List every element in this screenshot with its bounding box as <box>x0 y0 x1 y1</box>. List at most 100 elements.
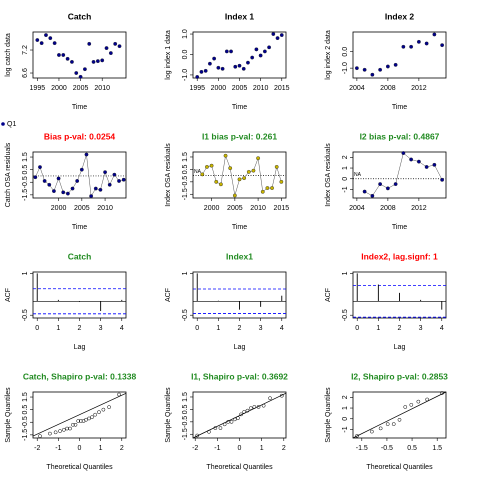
point <box>56 176 61 181</box>
plot-box <box>352 391 447 439</box>
chart-title: I2, Shapiro p-val: 0.2853 <box>351 371 448 381</box>
x-tick-label: 0.5 <box>407 445 417 452</box>
point <box>52 41 57 46</box>
point <box>75 179 80 183</box>
point <box>403 405 408 409</box>
point <box>397 417 402 422</box>
y-tick-label: 2 <box>342 395 349 399</box>
x-tick-label: -1 <box>214 445 220 452</box>
x-tick-label: 0 <box>355 325 359 332</box>
x-tick-label: 2 <box>398 325 402 332</box>
x-tick-label: 0 <box>78 445 82 452</box>
y-tick-label: -1.5 <box>182 188 189 200</box>
point <box>76 419 81 423</box>
annotation: NA <box>194 169 202 175</box>
x-tick-label: -1 <box>55 445 61 452</box>
point <box>268 396 272 401</box>
point <box>33 175 38 180</box>
point <box>401 44 406 49</box>
point <box>279 33 284 37</box>
point <box>262 49 267 54</box>
x-axis-label: Lag <box>74 344 86 351</box>
point <box>39 41 44 46</box>
point <box>267 45 271 50</box>
chart-title: Index 2 <box>385 11 415 21</box>
point <box>78 419 83 423</box>
point <box>370 193 375 198</box>
y-axis-label: Sample Quantiles <box>325 387 332 443</box>
point <box>78 74 83 79</box>
point <box>233 417 237 422</box>
point <box>401 151 406 155</box>
y-tick-label: -0.5 <box>22 176 29 188</box>
reference-line <box>192 392 287 439</box>
point <box>70 186 75 191</box>
point <box>391 422 396 426</box>
x-tick-label: 0 <box>238 445 242 452</box>
point <box>393 62 398 67</box>
point <box>107 182 112 187</box>
legend-label: Q1 <box>7 121 16 128</box>
x-tick-label: 3 <box>99 325 103 332</box>
x-tick-label: 2015 <box>274 205 290 212</box>
point <box>229 49 233 54</box>
y-tick-label: 0 <box>342 177 349 181</box>
point <box>95 59 100 64</box>
y-axis-label: Sample Quantiles <box>5 387 12 443</box>
chart-title: Index2, lag.signf: 1 <box>361 251 438 261</box>
y-tick-label: 1 <box>342 166 349 170</box>
point <box>354 66 359 71</box>
point <box>424 41 429 46</box>
x-tick-label: 4 <box>120 325 124 332</box>
point <box>432 32 437 37</box>
point <box>38 434 42 438</box>
x-tick-label: 2000 <box>51 85 67 92</box>
x-tick-label: 4 <box>440 325 444 332</box>
point <box>246 60 250 65</box>
point <box>97 410 101 415</box>
point <box>228 166 233 171</box>
chart-title: I1 bias p-val: 0.261 <box>202 131 277 141</box>
plot-box <box>32 151 127 199</box>
y-tick-label: -1.5 <box>22 429 29 441</box>
point <box>47 182 52 187</box>
point <box>237 63 242 68</box>
point <box>90 415 94 420</box>
x-tick-label: 2005 <box>232 85 248 92</box>
x-axis-label: Time <box>392 104 407 111</box>
plot-box <box>32 31 127 79</box>
x-tick-label: 2000 <box>51 205 67 212</box>
point <box>61 190 66 195</box>
point <box>416 159 421 164</box>
point <box>84 417 88 422</box>
x-tick-label: 3 <box>419 325 423 332</box>
x-axis-label: Lag <box>234 344 246 351</box>
point <box>251 168 256 173</box>
y-tick-label: 1 <box>342 271 349 275</box>
y-tick-label: 1.0 <box>182 29 189 39</box>
point <box>48 431 52 436</box>
chart-title: Catch <box>68 11 92 21</box>
point <box>248 406 253 411</box>
point <box>223 153 228 158</box>
x-tick-label: 2012 <box>411 205 427 212</box>
y-tick-label: -1.0 <box>182 69 189 81</box>
point <box>250 55 255 60</box>
point <box>245 408 250 413</box>
y-tick-label: 0 <box>342 417 349 421</box>
point <box>117 179 121 183</box>
point <box>68 426 72 431</box>
point <box>218 182 223 187</box>
x-axis-label: Time <box>232 224 247 231</box>
point <box>362 67 367 72</box>
y-tick-label: 6.6 <box>22 68 29 78</box>
x-tick-label: 0 <box>195 325 199 332</box>
x-tick-label: 2 <box>238 325 242 332</box>
point <box>108 51 113 55</box>
x-tick-label: 1 <box>216 325 220 332</box>
y-tick-label: 2 <box>342 155 349 159</box>
y-axis-label: ACF <box>325 288 332 302</box>
point <box>274 165 279 169</box>
point <box>195 433 200 438</box>
point <box>378 182 383 186</box>
